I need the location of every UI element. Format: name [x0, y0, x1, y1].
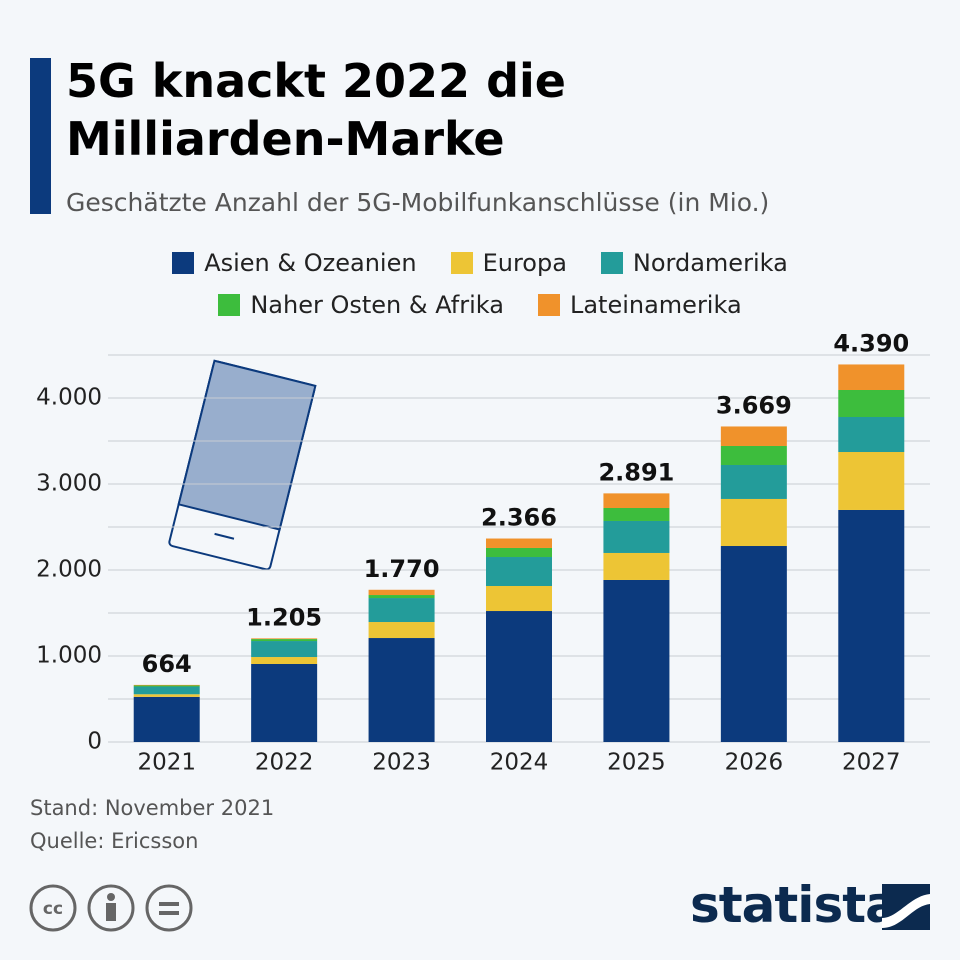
note: Quelle: Ericsson — [30, 829, 199, 853]
bar-segment — [603, 579, 670, 742]
y-tick-label: 4.000 — [36, 385, 102, 411]
legend-item: Naher Osten & Afrika — [218, 289, 504, 321]
bar-segment — [720, 464, 787, 499]
legend: Asien & Ozeanien Europa Nordamerika Naher O… — [100, 247, 860, 321]
legend-label: Nordamerika — [632, 249, 788, 277]
bar-segment — [251, 657, 318, 664]
bar-segment — [603, 520, 670, 553]
bar-segment — [720, 498, 787, 547]
bar-segment — [838, 417, 905, 453]
bar-segment — [368, 589, 435, 596]
accent-bar — [30, 58, 51, 214]
legend-label: Lateinamerika — [569, 291, 742, 319]
legend-label: Naher Osten & Afrika — [250, 291, 504, 319]
brand: statista — [690, 876, 899, 934]
legend-item: Asien & Ozeanien — [172, 247, 417, 279]
legend-swatch — [172, 252, 195, 274]
bar-segment — [603, 507, 670, 521]
legend-swatch — [450, 252, 473, 274]
bar-segment — [486, 557, 552, 586]
total-label: 2.891 — [598, 458, 674, 486]
legend-item: Lateinamerika — [537, 289, 742, 321]
bar-segment — [838, 364, 905, 391]
legend-swatch — [537, 294, 560, 316]
bar-segment — [251, 641, 318, 658]
x-tick-label: 2027 — [842, 750, 901, 776]
x-tick-label: 2026 — [725, 750, 784, 776]
chart-title: 5G knackt 2022 die — [66, 54, 566, 108]
legend-label: Asien & Ozeanien — [204, 249, 417, 277]
bar-segment — [368, 595, 435, 599]
x-tick-label: 2023 — [372, 750, 431, 776]
bar-segment — [720, 546, 787, 742]
subtitle: Geschätzte Anzahl der 5G-Mobilfunkanschl… — [66, 188, 770, 217]
legend-swatch — [600, 252, 623, 274]
total-label: 2.366 — [481, 504, 557, 532]
bar-segment — [838, 452, 905, 510]
legend-swatch — [218, 294, 241, 316]
bar-segment — [133, 686, 200, 695]
license-icons: cc — [29, 884, 193, 932]
bar-segment — [133, 684, 200, 686]
bar-segment — [486, 547, 552, 558]
bar-segment — [368, 622, 435, 639]
bar-segment — [133, 694, 200, 697]
y-tick-label: 0 — [87, 729, 102, 755]
total-label: 4.390 — [833, 329, 909, 357]
bar-segment — [486, 611, 552, 742]
total-label: 1.770 — [364, 555, 440, 583]
bar-segment — [251, 638, 318, 640]
note: Stand: November 2021 — [30, 796, 275, 820]
bar-segment — [251, 663, 318, 742]
total-label: 1.205 — [246, 603, 322, 631]
total-label: 664 — [142, 650, 192, 678]
bar-segment — [368, 638, 435, 742]
bar-segment — [251, 639, 318, 642]
bar-segment — [838, 390, 905, 418]
brand-icon — [882, 884, 930, 930]
chart-title: Milliarden-Marke — [66, 112, 505, 166]
bar-segment — [603, 493, 670, 508]
bar-segment — [838, 509, 905, 742]
bar-segment — [486, 585, 552, 612]
bar-segment — [368, 598, 435, 623]
bar-segment — [720, 445, 787, 465]
svg-text:cc: cc — [43, 899, 63, 919]
legend-item: Europa — [450, 247, 567, 279]
y-tick-label: 2.000 — [36, 557, 102, 583]
legend-label: Europa — [482, 249, 567, 277]
bar-segment — [720, 426, 787, 446]
x-tick-label: 2021 — [137, 750, 196, 776]
x-tick-label: 2024 — [490, 750, 549, 776]
x-tick-label: 2025 — [607, 750, 666, 776]
y-tick-label: 1.000 — [36, 643, 102, 669]
bar-segment — [133, 685, 200, 687]
bar-segment — [133, 696, 200, 742]
x-tick-label: 2022 — [255, 750, 314, 776]
bar-segment — [603, 552, 670, 580]
legend-item: Nordamerika — [600, 247, 788, 279]
phone-icon — [168, 359, 317, 571]
y-tick-label: 3.000 — [36, 471, 102, 497]
total-label: 3.669 — [716, 391, 792, 419]
bar-segment — [486, 538, 552, 548]
